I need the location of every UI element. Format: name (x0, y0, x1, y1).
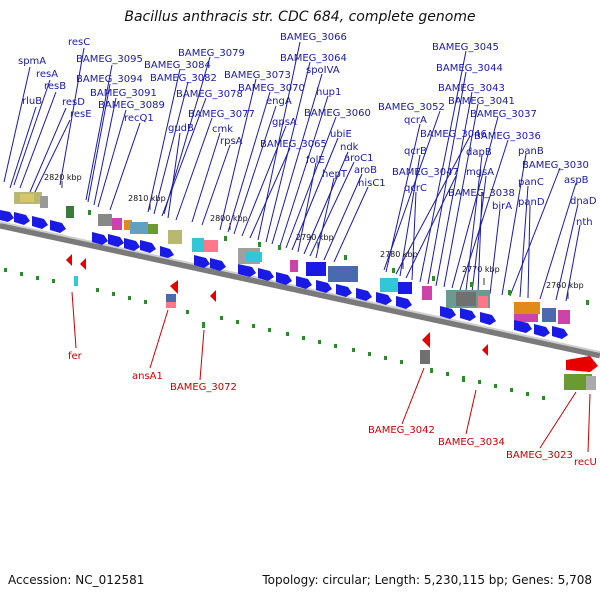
gene-label: BAMEG_3078 (176, 89, 243, 100)
gene-label: BAMEG_3073 (224, 70, 291, 81)
gene-label: resA (36, 69, 58, 80)
gene-label: BAMEG_3082 (150, 73, 217, 84)
gene-label: rpsA (220, 136, 243, 147)
scale-labels: 2820 kbp 2810 kbp 2800 kbp 2790 kbp 2780… (44, 173, 584, 290)
scale-label: 2760 kbp (546, 281, 584, 290)
gene-label: cmk (212, 124, 233, 135)
gene-label: recQ1 (124, 113, 154, 124)
gene-label: spmA (18, 56, 46, 67)
gene-label: dapB (466, 147, 492, 158)
gene-label: BAMEG_3070 (238, 83, 305, 94)
scale-label: 2810 kbp (128, 194, 166, 203)
gene-label: BAMEG_3030 (522, 160, 589, 171)
gene-label: aroC1 (344, 153, 373, 164)
feature-track-top (14, 192, 570, 324)
gene-label: BAMEG_3037 (470, 109, 537, 120)
scale-label: 2780 kbp (380, 250, 418, 259)
gene-label: panC (518, 177, 544, 188)
gene-label: hepT (322, 169, 348, 180)
top-labels: resC spmA resA resB rluB resD resE BAMEG… (18, 32, 597, 228)
gene-label: BAMEG_3034 (438, 437, 505, 448)
gene-label: BAMEG_3036 (474, 131, 541, 142)
gene-label: qcrB (404, 146, 427, 157)
gene-label: BAMEG_3044 (436, 63, 503, 74)
gene-label: BAMEG_3066 (280, 32, 347, 43)
gene-label: aroB (354, 165, 377, 176)
gene-label: BAMEG_3045 (432, 42, 499, 53)
gene-label: BAMEG_3084 (144, 60, 211, 71)
reverse-genes (66, 254, 598, 372)
gene-label: BAMEG_3064 (280, 53, 347, 64)
gene-label: BAMEG_3091 (90, 88, 157, 99)
minor-ticks (4, 210, 589, 400)
gene-label: BAMEG_3095 (76, 54, 143, 65)
gene-label: BAMEG_3052 (378, 102, 445, 113)
gene-label: BAMEG_3089 (98, 100, 165, 111)
bottom-labels: fer ansA1 BAMEG_3072 BAMEG_3042 BAMEG_30… (68, 351, 597, 468)
gene-label: BAMEG_3047 (392, 167, 459, 178)
accession-text: Accession: NC_012581 (8, 573, 145, 587)
scale-label: 2820 kbp (44, 173, 82, 182)
gene-label: resE (70, 109, 92, 120)
gene-label: hup1 (316, 87, 341, 98)
gene-label: rluB (22, 96, 42, 107)
gene-label: nth (576, 217, 593, 228)
gene-label: BAMEG_3038 (448, 188, 515, 199)
scale-label: 2770 kbp (462, 265, 500, 274)
gene-label: BAMEG_3043 (438, 83, 505, 94)
gene-label: fer (68, 351, 83, 362)
gene-label: gpsA (272, 117, 297, 128)
genome-title: Bacillus anthracis str. CDC 684, complet… (124, 9, 476, 25)
gene-label: resB (44, 81, 66, 92)
top-leader-lines (3, 41, 581, 302)
gene-label: ndk (340, 142, 359, 153)
gene-label: gudB (168, 123, 194, 134)
genome-backbone (0, 221, 600, 359)
gene-label: aspB (564, 175, 589, 186)
gene-label: BAMEG_3046 (420, 129, 487, 140)
gene-label: BAMEG_3023 (506, 450, 573, 461)
gene-label: BAMEG_3060 (304, 108, 371, 119)
gene-label: BAMEG_3077 (188, 109, 255, 120)
gene-label: BAMEG_3079 (178, 48, 245, 59)
gene-label: ansA1 (132, 371, 163, 382)
scale-label: 2790 kbp (296, 233, 334, 242)
gene-label: BAMEG_3041 (448, 96, 515, 107)
gene-label: resC (68, 37, 90, 48)
gene-label: BAMEG_3072 (170, 382, 237, 393)
bottom-leader-lines (71, 291, 591, 453)
genome-summary-text: Topology: circular; Length: 5,230,115 bp… (262, 573, 592, 587)
gene-label: qcrA (404, 115, 427, 126)
gene-label: panB (518, 146, 544, 157)
gene-label: resD (62, 97, 85, 108)
gene-label: mgsA (466, 167, 494, 178)
forward-genes (0, 210, 568, 339)
gene-label: engA (266, 96, 292, 107)
gene-label: recU (574, 457, 597, 468)
gene-label: hisC1 (358, 178, 386, 189)
gene-label: BAMEG_3094 (76, 74, 143, 85)
gene-label: BAMEG_3065 (260, 139, 327, 150)
gene-label: dnaD (570, 196, 597, 207)
gene-label: BAMEG_3042 (368, 425, 435, 436)
gene-label: spoIVA (306, 65, 340, 76)
gene-label: panD (518, 197, 545, 208)
gene-label: folE (306, 155, 325, 166)
scale-label: 2800 kbp (210, 214, 248, 223)
gene-label: ubiE (330, 129, 352, 140)
gene-label: birA (492, 201, 512, 212)
bottom-feature-blocks (74, 276, 596, 390)
gene-label: qcrC (404, 183, 427, 194)
